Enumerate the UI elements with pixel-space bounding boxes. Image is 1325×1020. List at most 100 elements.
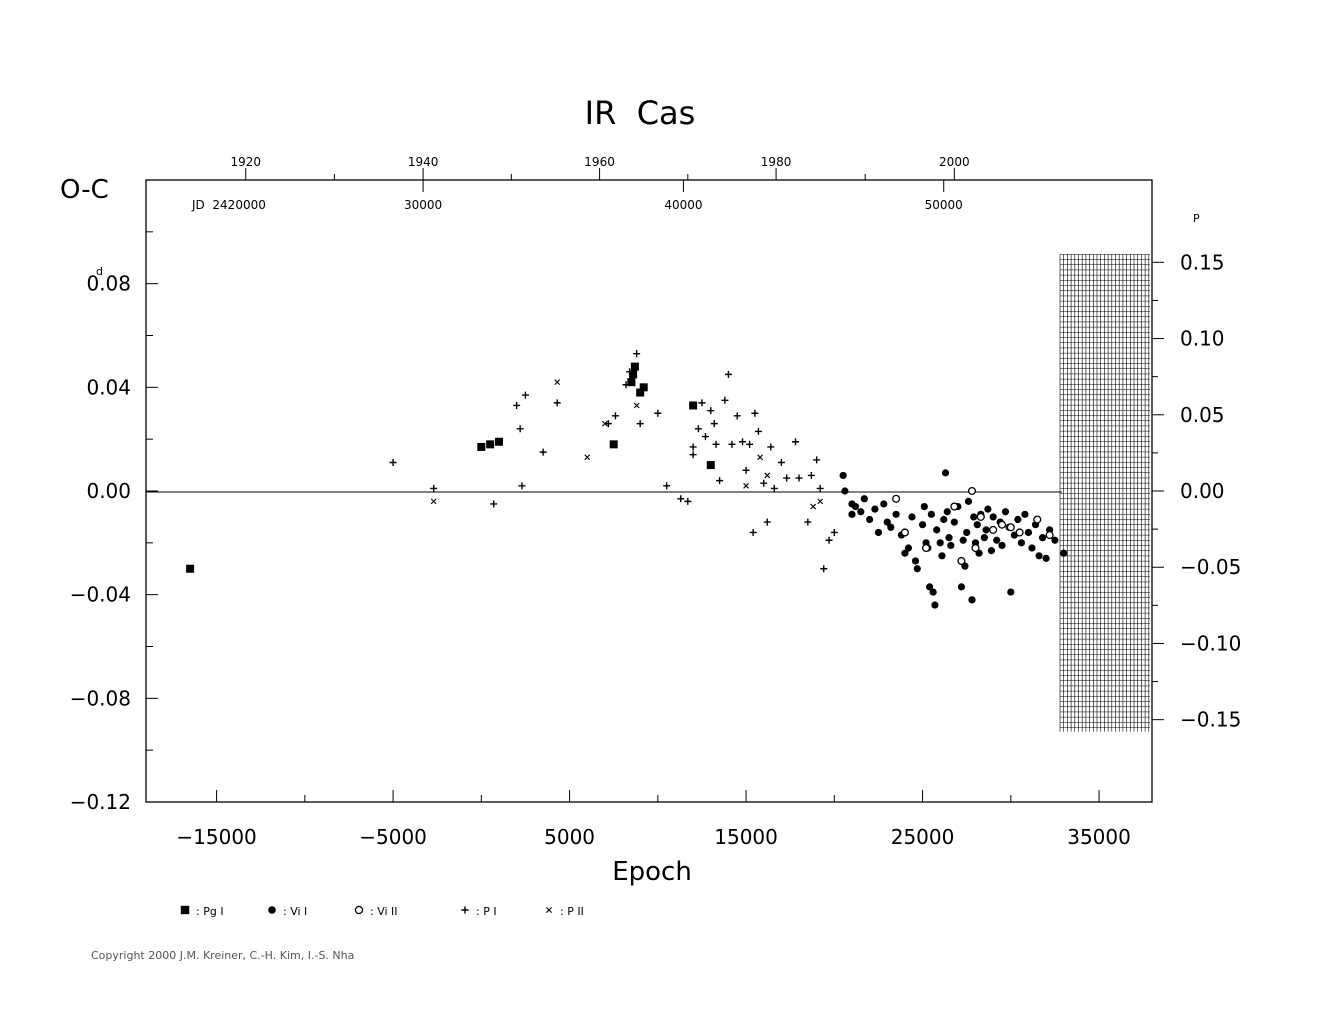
y-tick-label: 0.04 bbox=[86, 375, 131, 399]
point-p-i bbox=[816, 484, 824, 492]
point-vi-i bbox=[968, 596, 976, 604]
point-vi-i bbox=[848, 510, 856, 518]
point-pg-i bbox=[689, 401, 698, 410]
y2-tick-label: −0.05 bbox=[1180, 555, 1241, 579]
point-vi-i bbox=[957, 583, 965, 591]
projection-grid bbox=[1059, 254, 1150, 732]
point-vi-i bbox=[268, 906, 276, 914]
point-vi-i bbox=[1051, 536, 1059, 544]
plot-frame bbox=[145, 179, 1153, 803]
point-p-i bbox=[791, 438, 799, 446]
point-vi-i bbox=[970, 513, 978, 521]
point-vi-ii bbox=[989, 525, 998, 534]
y-tick-label: 0.00 bbox=[86, 479, 131, 503]
year-tick-label: 2000 bbox=[939, 155, 970, 169]
point-p-i bbox=[518, 482, 526, 490]
y-tick-label: 0.08 bbox=[86, 272, 131, 296]
point-vi-ii bbox=[950, 502, 959, 511]
point-p-ii bbox=[545, 906, 553, 914]
point-vi-ii bbox=[354, 905, 364, 915]
point-p-i bbox=[746, 440, 754, 448]
point-p-i bbox=[389, 458, 397, 466]
point-vi-i bbox=[1035, 552, 1043, 560]
point-p-i bbox=[636, 420, 644, 428]
point-p-ii bbox=[743, 482, 749, 489]
x-tick-label: 5000 bbox=[544, 825, 595, 849]
point-vi-i bbox=[860, 495, 868, 503]
jd-tick-label: 50000 bbox=[925, 198, 963, 212]
point-pg-i bbox=[180, 905, 190, 915]
point-p-i bbox=[804, 518, 812, 526]
y-axis-title: O-C bbox=[60, 175, 109, 205]
point-vi-ii bbox=[922, 543, 931, 553]
point-p-i bbox=[689, 443, 697, 451]
legend-label: : P I bbox=[476, 905, 497, 918]
point-p-i bbox=[553, 399, 561, 407]
point-vi-i bbox=[901, 549, 909, 557]
point-p-i bbox=[716, 477, 724, 485]
point-p-i bbox=[539, 448, 547, 456]
point-p-i bbox=[830, 528, 838, 536]
point-vi-i bbox=[982, 526, 990, 534]
point-vi-i bbox=[908, 513, 916, 521]
year-tick-label: 1980 bbox=[761, 155, 792, 169]
point-pg-i bbox=[627, 378, 636, 387]
point-vi-i bbox=[1060, 549, 1068, 557]
point-pg-i bbox=[486, 440, 495, 449]
x-tick-label: 35000 bbox=[1067, 825, 1131, 849]
point-p-i bbox=[626, 368, 634, 376]
point-p-i bbox=[724, 370, 732, 378]
point-p-i bbox=[633, 350, 641, 358]
legend-label: : Pg I bbox=[196, 905, 224, 918]
year-tick-label: 1940 bbox=[408, 155, 439, 169]
point-vi-i bbox=[839, 471, 847, 480]
y2-tick-label: 0.00 bbox=[1180, 479, 1225, 503]
point-vi-i bbox=[918, 521, 927, 529]
point-vi-ii bbox=[892, 494, 901, 503]
y2-tick-label: 0.15 bbox=[1180, 250, 1225, 274]
point-vi-ii bbox=[957, 556, 966, 566]
y-axis-unit-right: P bbox=[1193, 212, 1200, 225]
point-p-ii bbox=[584, 454, 591, 461]
point-vi-i bbox=[959, 536, 967, 544]
point-p-i bbox=[739, 438, 747, 446]
point-p-i bbox=[813, 456, 821, 464]
point-p-i bbox=[742, 466, 750, 474]
point-vi-i bbox=[984, 505, 992, 513]
point-p-i bbox=[751, 409, 759, 417]
point-vi-i bbox=[1042, 554, 1050, 562]
point-pg-i bbox=[630, 362, 639, 371]
point-vi-i bbox=[880, 500, 888, 508]
point-p-i bbox=[770, 484, 778, 492]
point-p-i bbox=[760, 479, 768, 487]
point-vi-i bbox=[973, 521, 981, 529]
point-p-ii bbox=[757, 454, 764, 461]
point-vi-i bbox=[940, 515, 948, 524]
point-vi-i bbox=[857, 508, 865, 516]
point-p-i bbox=[749, 528, 757, 536]
point-vi-i bbox=[871, 505, 879, 513]
point-p-i bbox=[677, 495, 685, 503]
legend-label: : Vi II bbox=[370, 905, 398, 918]
point-vi-i bbox=[964, 497, 973, 505]
data-points bbox=[186, 350, 1068, 609]
point-vi-i bbox=[933, 526, 941, 534]
point-vi-i bbox=[1028, 544, 1036, 552]
y-tick-label: −0.12 bbox=[70, 790, 131, 814]
legend-label: : P II bbox=[560, 905, 584, 918]
point-vi-i bbox=[945, 534, 953, 542]
y2-tick-label: −0.10 bbox=[1180, 631, 1241, 655]
point-pg-i bbox=[609, 440, 618, 449]
jd-tick-label: 30000 bbox=[404, 198, 442, 212]
point-p-ii bbox=[633, 402, 640, 409]
point-p-i bbox=[733, 412, 741, 420]
point-pg-i bbox=[477, 442, 486, 451]
point-p-i bbox=[712, 440, 720, 448]
point-vi-i bbox=[866, 515, 874, 524]
point-vi-ii bbox=[900, 528, 909, 537]
point-vi-ii bbox=[997, 520, 1007, 529]
point-p-ii bbox=[764, 472, 771, 479]
point-p-i bbox=[684, 497, 692, 505]
point-vi-i bbox=[841, 487, 849, 495]
